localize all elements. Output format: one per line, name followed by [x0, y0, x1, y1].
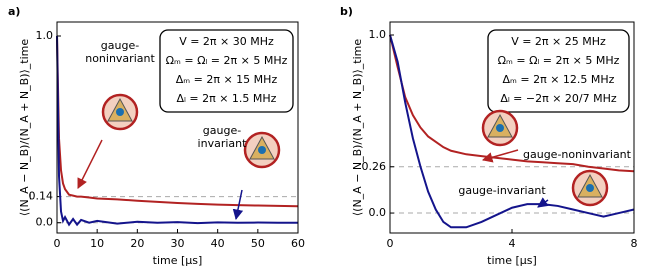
x-tick-label: 10	[90, 237, 104, 250]
annotation-arrow	[481, 149, 519, 163]
y-tick-label: 1.0	[36, 29, 54, 42]
molecule-icon	[116, 108, 124, 116]
annotation-arrow	[232, 189, 244, 221]
y-tick-label: 0.14	[29, 190, 54, 203]
annotation: gauge-invariant	[458, 184, 546, 197]
annotation: gauge-noninvariant	[523, 148, 632, 161]
annotation: noninvariant	[85, 52, 155, 65]
x-tick-label: 4	[509, 237, 516, 250]
x-tick-label: 30	[171, 237, 185, 250]
molecule-icon	[586, 184, 594, 192]
x-tick-label: 8	[631, 237, 638, 250]
x-axis-label: time [μs]	[153, 254, 203, 267]
data-line	[56, 35, 299, 208]
y-tick-label: 0.26	[362, 160, 387, 173]
parameter-text: V = 2π × 30 MHz	[179, 35, 274, 48]
x-tick-label: 20	[130, 237, 144, 250]
parameter-text: Ωₘ = Ωₗ = 2π × 5 MHz	[166, 54, 288, 67]
molecule-icon	[258, 146, 266, 154]
y-tick-label: 0.0	[36, 216, 54, 229]
plot-frame	[389, 21, 635, 234]
y-axis-label: ⟨(N_A − N_B)/(N_A + N_B)⟩_time	[351, 39, 364, 217]
parameter-text: Δₘ = 2π × 15 MHz	[176, 73, 278, 86]
panel-label: a)	[8, 5, 20, 18]
annotation-arrow	[77, 139, 103, 189]
x-tick-label: 0	[387, 237, 394, 250]
annotation: invariant	[198, 137, 248, 150]
parameter-text: Ωₘ = Ωₗ = 2π × 5 MHz	[498, 54, 620, 67]
y-tick-label: 0.0	[369, 206, 387, 219]
x-tick-label: 40	[211, 237, 225, 250]
panel-label: b)	[340, 5, 353, 18]
parameter-text: Δₗ = 2π × 1.5 MHz	[177, 92, 277, 105]
molecule-icon	[496, 124, 504, 132]
x-axis-label: time [μs]	[487, 254, 537, 267]
data-line	[389, 34, 635, 229]
x-tick-label: 0	[54, 237, 61, 250]
parameter-text: Δₘ = 2π × 12.5 MHz	[503, 73, 615, 86]
parameter-text: V = 2π × 25 MHz	[511, 35, 606, 48]
parameter-box	[487, 29, 630, 113]
annotation: gauge-	[203, 124, 241, 137]
data-line	[389, 34, 635, 173]
parameter-text: Δₗ = −2π × 20/7 MHz	[500, 92, 617, 105]
annotation: gauge-	[101, 39, 139, 52]
x-tick-label: 60	[291, 237, 305, 250]
data-line	[56, 35, 298, 227]
annotation-arrow	[537, 197, 549, 208]
parameter-box	[159, 29, 294, 113]
plot-frame	[56, 21, 299, 234]
y-tick-label: 1.0	[369, 28, 387, 41]
y-axis-label: ⟨(N_A − N_B)/(N_A + N_B)⟩_time	[18, 39, 31, 217]
x-tick-label: 50	[251, 237, 265, 250]
